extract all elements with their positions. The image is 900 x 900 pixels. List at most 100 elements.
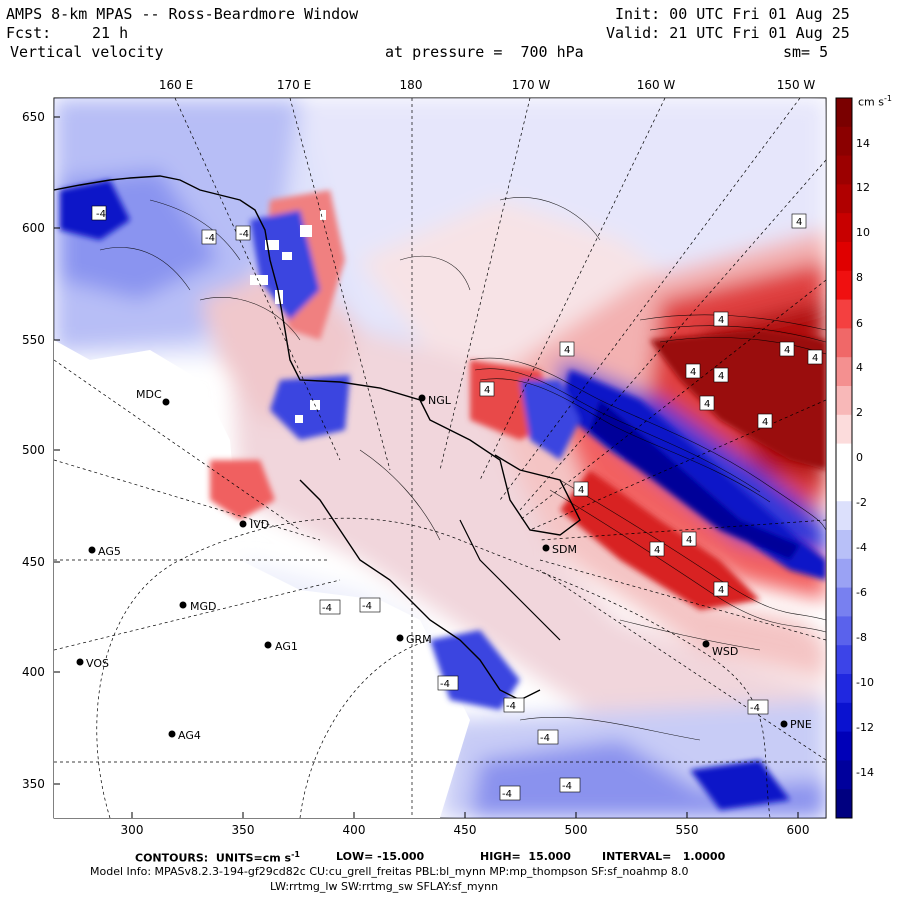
svg-text:GRM: GRM: [406, 633, 432, 646]
cb-label-2: 2: [856, 406, 863, 419]
svg-text:-4: -4: [750, 703, 760, 714]
cb-label-14: 14: [856, 137, 870, 150]
svg-text:4: 4: [784, 345, 790, 356]
svg-text:4: 4: [654, 545, 660, 556]
cb-label-0: 0: [856, 451, 863, 464]
cb-label-m4: -4: [856, 541, 867, 554]
coastline: [54, 175, 581, 701]
svg-text:4: 4: [812, 353, 818, 364]
y-tick-400: 400: [22, 665, 45, 679]
svg-text:4: 4: [718, 315, 724, 326]
cb-label-m2: -2: [856, 496, 867, 509]
station-ag1: AG1: [264, 640, 298, 653]
cb-label-m8: -8: [856, 631, 867, 644]
smoothing: sm= 5: [783, 43, 829, 61]
svg-text:-4: -4: [506, 701, 516, 712]
map-title: AMPS 8-km MPAS -- Ross-Beardmore Window: [6, 5, 359, 23]
x-tick-350: 350: [231, 823, 255, 837]
x-tick-450: 450: [453, 823, 477, 837]
colorbar-swatch: [836, 126, 852, 157]
lon-label-170w: 170 W: [511, 78, 551, 92]
svg-text:-4: -4: [562, 781, 572, 792]
svg-text:-4: -4: [440, 679, 450, 690]
forecast-hours: 21 h: [92, 24, 129, 42]
contours-interval: INTERVAL= 1.0000: [602, 850, 726, 863]
colorbar-swatch: [836, 242, 852, 272]
lon-label-150w: 150 W: [776, 78, 816, 92]
ice-shelf-region: [54, 340, 470, 818]
x-tick-300: 300: [120, 823, 144, 837]
model-info: Model Info: MPASv8.2.3-194-gf29cd82c CU:…: [90, 865, 689, 878]
svg-text:4: 4: [690, 367, 696, 378]
svg-text:4: 4: [484, 385, 490, 396]
svg-text:AG5: AG5: [98, 545, 121, 558]
y-tick-500: 500: [22, 443, 45, 457]
svg-text:MGD: MGD: [190, 600, 217, 613]
colorbar-swatch: [836, 443, 852, 473]
y-tick-600: 600: [22, 221, 45, 235]
cb-label-10: 10: [856, 226, 870, 239]
colorbar: [836, 98, 852, 819]
svg-text:AG1: AG1: [275, 640, 298, 653]
valid-time: Valid: 21 UTC Fri 01 Aug 25: [606, 24, 850, 42]
svg-text:PNE: PNE: [790, 718, 812, 731]
svg-text:4: 4: [564, 345, 570, 356]
colorbar-swatch: [836, 731, 852, 761]
graticule: [54, 98, 826, 818]
colorbar-swatch: [836, 501, 852, 531]
y-tick-550: 550: [22, 333, 45, 347]
colorbar-swatch: [836, 587, 852, 617]
svg-text:VOS: VOS: [86, 657, 109, 670]
cb-label-m6: -6: [856, 586, 867, 599]
cb-label-m12: -12: [856, 721, 874, 734]
svg-text:-4: -4: [502, 789, 512, 800]
svg-text:4: 4: [718, 371, 724, 382]
cb-label-4: 4: [856, 361, 863, 374]
colorbar-swatch: [836, 558, 852, 589]
svg-text:4: 4: [796, 217, 802, 228]
physics-info: LW:rrtmg_lw SW:rrtmg_sw SFLAY:sf_mynn: [270, 880, 499, 893]
svg-text:4: 4: [718, 585, 724, 596]
y-tick-650: 650: [22, 110, 45, 124]
colorbar-swatch: [836, 789, 852, 819]
station-grm: GRM: [396, 633, 432, 646]
x-tick-550: 550: [675, 823, 699, 837]
variable-name: Vertical velocity: [10, 43, 164, 61]
cb-label-m10: -10: [856, 676, 874, 689]
svg-text:IVD: IVD: [250, 518, 269, 531]
colorbar-swatch: [836, 616, 852, 646]
contours-info: CONTOURS: UNITS=cm s-1: [135, 850, 300, 865]
svg-text:-4: -4: [540, 733, 550, 744]
colorbar-swatch: [836, 414, 852, 445]
svg-text:SDM: SDM: [552, 543, 577, 556]
colorbar-swatch: [836, 386, 852, 416]
contours-high: HIGH= 15.000: [480, 850, 571, 863]
station-ngl: NGL: [418, 394, 452, 407]
contour-lines: [99, 197, 826, 741]
station-mgd: MGD: [179, 600, 217, 613]
svg-text:-4: -4: [96, 209, 106, 220]
lon-label-180: 180: [399, 78, 423, 92]
colorbar-swatch: [836, 184, 852, 214]
x-tick-400: 400: [342, 823, 366, 837]
lon-label-160e: 160 E: [158, 78, 194, 92]
y-tick-350: 350: [22, 777, 45, 791]
svg-text:4: 4: [686, 535, 692, 546]
svg-text:WSD: WSD: [712, 645, 738, 658]
colorbar-swatch: [836, 472, 852, 502]
station-mdc: MDC: [136, 388, 170, 406]
cb-label-m14: -14: [856, 766, 874, 779]
station-wsd: WSD: [702, 640, 738, 658]
cb-label-6: 6: [856, 317, 863, 330]
colorbar-swatch: [836, 328, 852, 358]
colorbar-swatch: [836, 674, 852, 704]
cb-label-12: 12: [856, 181, 870, 194]
colorbar-units: cm s-1: [858, 94, 892, 109]
colorbar-swatch: [836, 270, 852, 301]
svg-text:4: 4: [578, 485, 584, 496]
colorbar-swatch: [836, 299, 852, 329]
station-ivd: IVD: [239, 518, 269, 531]
station-ag4: AG4: [168, 729, 201, 742]
svg-text:4: 4: [704, 399, 710, 410]
